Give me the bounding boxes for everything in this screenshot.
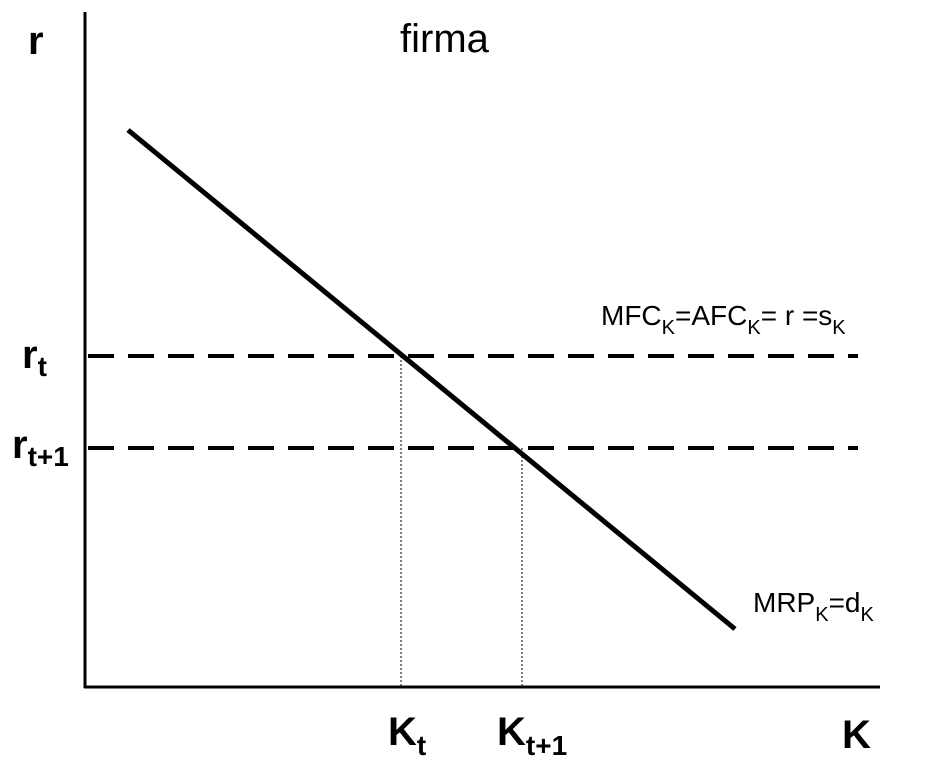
diagram-title: firma (400, 17, 490, 61)
demand-label: MRPK=dK (753, 587, 875, 626)
supply-label: MFCK=AFCK= r =sK (601, 300, 846, 339)
label-k-t: Kt (388, 710, 426, 760)
demand-curve-mrp (126, 128, 737, 631)
x-axis-label: K (842, 713, 871, 757)
y-axis-label: r (28, 19, 44, 63)
label-r-t1: rt+1 (12, 423, 69, 472)
label-r-t: rt (22, 333, 47, 382)
label-k-t1: Kt+1 (497, 710, 567, 760)
